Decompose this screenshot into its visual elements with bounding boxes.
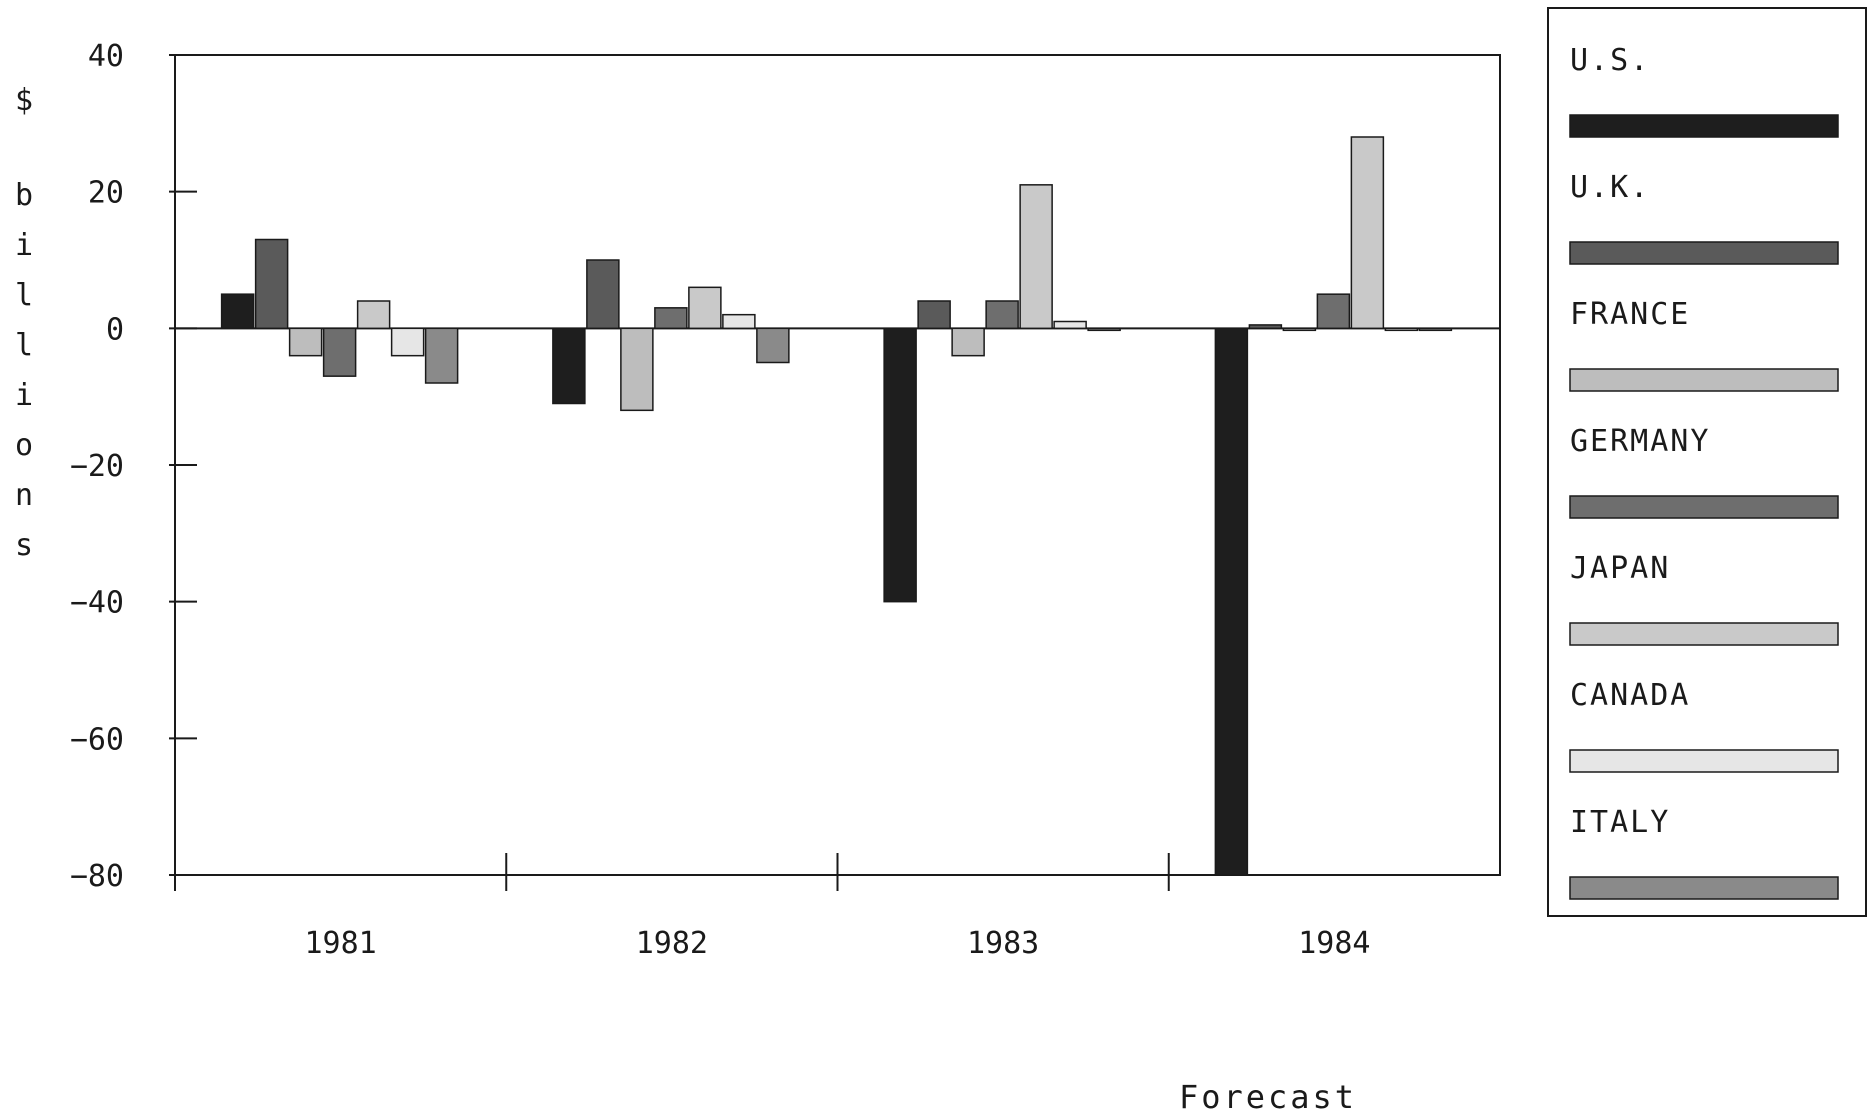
bar-u-k-1983 xyxy=(917,300,951,330)
legend-swatch xyxy=(1569,368,1839,392)
legend-box xyxy=(1547,7,1867,917)
y-axis-label-char: l xyxy=(15,278,33,313)
bar-canada-1981 xyxy=(390,327,425,357)
bars-group xyxy=(220,136,1453,876)
bar-france-1983 xyxy=(951,327,985,357)
bar-japan-1981 xyxy=(356,300,391,330)
bar-italy-1981 xyxy=(424,327,459,384)
bar-france-1981 xyxy=(288,327,323,357)
legend-swatch xyxy=(1569,622,1839,646)
bar-germany-1981 xyxy=(322,327,357,377)
x-tick-label: 1983 xyxy=(967,926,1039,961)
plot-border xyxy=(174,54,1501,876)
bar-u-k-1982 xyxy=(586,259,620,330)
y-tick-label: 40 xyxy=(88,39,124,74)
y-axis-label-char: s xyxy=(15,528,33,563)
bar-germany-1983 xyxy=(985,300,1019,330)
y-axis-label-char: l xyxy=(15,328,33,363)
bar-canada-1984 xyxy=(1384,327,1419,332)
bar-u-k-1981 xyxy=(254,238,289,330)
bar-u-s-1982 xyxy=(552,327,586,405)
x-tick-label: 1982 xyxy=(636,926,708,961)
bar-japan-1982 xyxy=(688,286,722,330)
y-axis-label-char: $ xyxy=(15,83,33,118)
y-tick-label: −60 xyxy=(70,722,124,757)
forecast-annotation: Forecast xyxy=(1179,1078,1357,1116)
bar-france-1982 xyxy=(620,327,654,412)
y-axis: 40 20 0 −20 −40 −60 −80 xyxy=(70,39,197,894)
y-tick-label: 0 xyxy=(106,312,124,347)
legend-swatch xyxy=(1569,495,1839,519)
y-axis-label-char: n xyxy=(15,478,33,513)
bar-u-s-1984 xyxy=(1214,327,1249,876)
legend-swatch xyxy=(1569,749,1839,773)
legend: U.S. U.K. FRANCE GERMANY JAPAN CANADA ITALY xyxy=(1547,7,1867,917)
bar-u-s-1981 xyxy=(220,293,255,330)
bar-canada-1983 xyxy=(1053,320,1087,330)
bar-italy-1984 xyxy=(1418,327,1453,332)
x-tick-label: 1981 xyxy=(305,926,377,961)
y-axis-label-char: o xyxy=(15,428,33,463)
y-tick-label: 20 xyxy=(88,176,124,211)
bar-france-1984 xyxy=(1282,327,1317,332)
y-axis-label-char: i xyxy=(15,378,33,413)
bar-japan-1983 xyxy=(1019,184,1053,330)
x-tick-label: 1984 xyxy=(1298,926,1370,961)
legend-label: ITALY xyxy=(1570,805,1670,840)
y-axis-label-char: i xyxy=(15,228,33,263)
legend-label: U.S. xyxy=(1570,43,1650,78)
y-tick-label: −80 xyxy=(70,859,124,894)
bar-canada-1982 xyxy=(722,313,756,330)
y-tick-label: −40 xyxy=(70,586,124,621)
legend-swatch xyxy=(1569,876,1839,900)
bar-u-s-1983 xyxy=(883,327,917,603)
x-axis: 1981 1982 1983 1984 xyxy=(174,853,1371,961)
y-axis-label-char: b xyxy=(15,178,33,213)
y-tick-label: −20 xyxy=(70,449,124,484)
legend-swatch xyxy=(1569,114,1839,138)
bar-germany-1982 xyxy=(654,307,688,330)
bar-germany-1984 xyxy=(1316,293,1351,330)
legend-label: JAPAN xyxy=(1570,551,1670,586)
bar-u-k-1984 xyxy=(1248,324,1283,330)
bar-italy-1982 xyxy=(756,327,790,364)
bar-italy-1983 xyxy=(1087,327,1121,332)
legend-swatch xyxy=(1569,241,1839,265)
legend-label: CANADA xyxy=(1570,678,1690,713)
plot-frame xyxy=(174,54,1501,876)
legend-label: GERMANY xyxy=(1570,424,1710,459)
bar-japan-1984 xyxy=(1350,136,1385,330)
legend-label: U.K. xyxy=(1570,170,1650,205)
legend-label: FRANCE xyxy=(1570,297,1690,332)
